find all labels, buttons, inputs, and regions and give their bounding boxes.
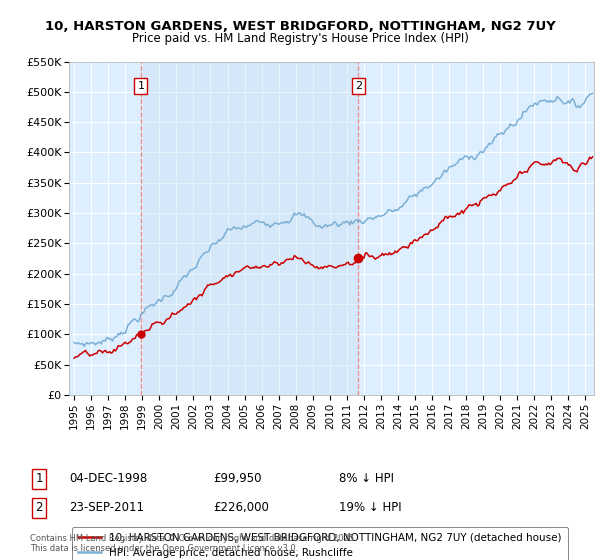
Text: £226,000: £226,000	[213, 501, 269, 515]
Text: 23-SEP-2011: 23-SEP-2011	[69, 501, 144, 515]
Text: 19% ↓ HPI: 19% ↓ HPI	[339, 501, 401, 515]
Bar	[141, 62, 358, 395]
Text: 04-DEC-1998: 04-DEC-1998	[69, 472, 147, 486]
Legend: 10, HARSTON GARDENS, WEST BRIDGFORD, NOTTINGHAM, NG2 7UY (detached house), HPI: : 10, HARSTON GARDENS, WEST BRIDGFORD, NOT…	[71, 526, 568, 560]
Text: 10, HARSTON GARDENS, WEST BRIDGFORD, NOTTINGHAM, NG2 7UY: 10, HARSTON GARDENS, WEST BRIDGFORD, NOT…	[44, 20, 556, 32]
Text: 8% ↓ HPI: 8% ↓ HPI	[339, 472, 394, 486]
Text: 1: 1	[137, 81, 145, 91]
Text: £99,950: £99,950	[213, 472, 262, 486]
Text: 2: 2	[35, 501, 43, 515]
Text: 2: 2	[355, 81, 362, 91]
Text: Price paid vs. HM Land Registry's House Price Index (HPI): Price paid vs. HM Land Registry's House …	[131, 32, 469, 45]
Text: Contains HM Land Registry data © Crown copyright and database right 2025.
This d: Contains HM Land Registry data © Crown c…	[30, 534, 356, 553]
Text: 1: 1	[35, 472, 43, 486]
